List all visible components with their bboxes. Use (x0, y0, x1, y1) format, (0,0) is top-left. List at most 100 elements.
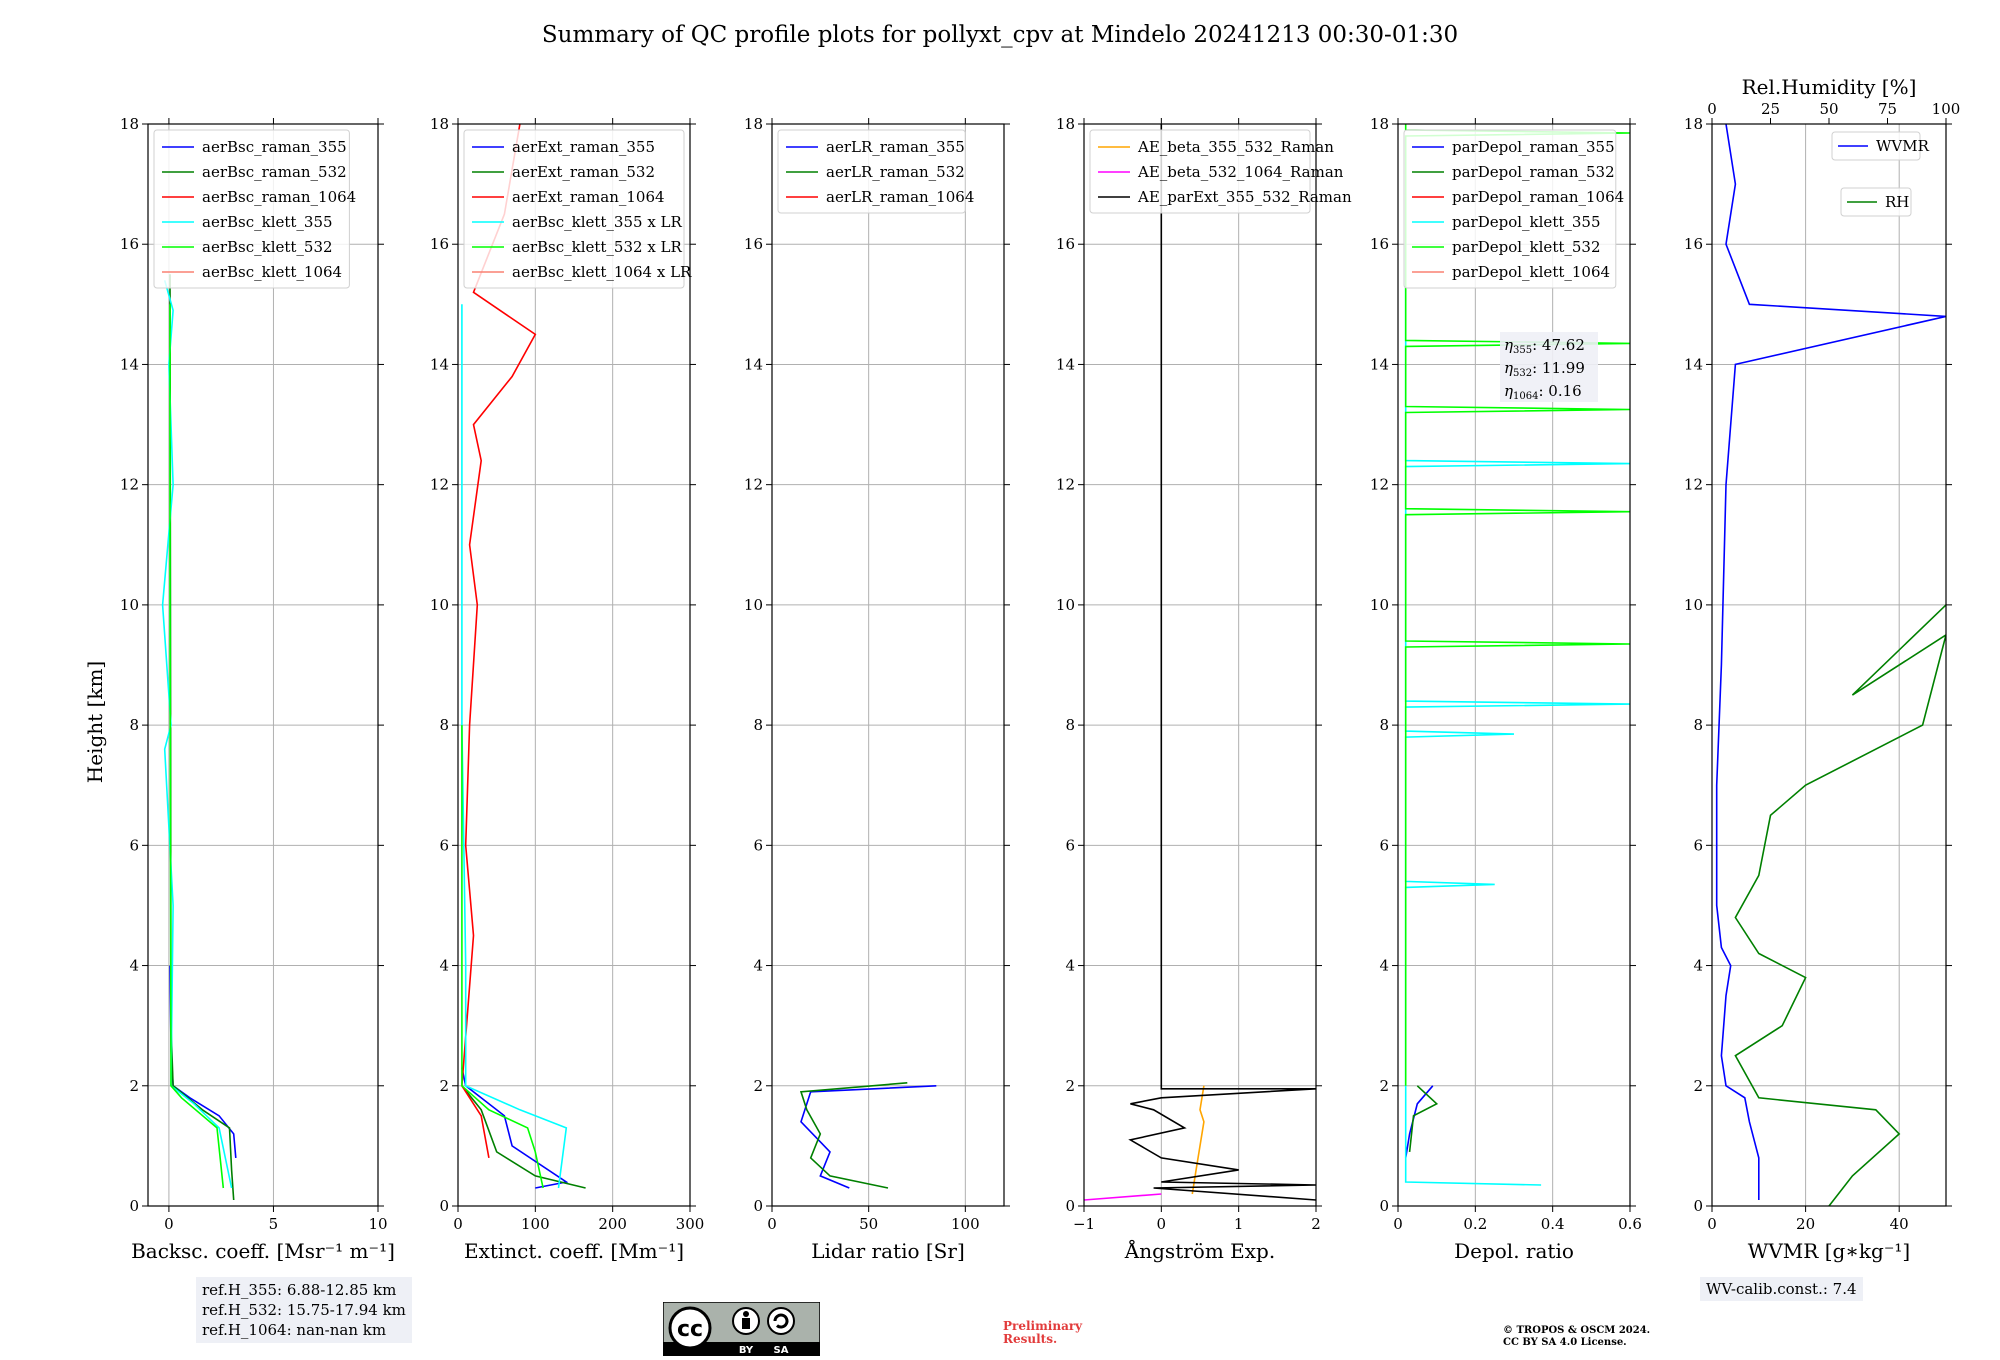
y-tick-label: 6 (753, 836, 763, 854)
legend-box (1831, 131, 1921, 161)
x-tick-label: 2 (1311, 1215, 1321, 1233)
y-tick-label: 16 (744, 235, 763, 253)
y-tick-label: 12 (120, 476, 139, 494)
y-tick-label: 12 (1684, 476, 1703, 494)
y-tick-label: 0 (753, 1197, 763, 1215)
y-tick-label: 6 (1065, 836, 1075, 854)
reference-heights-box: ref.H_355: 6.88-12.85 km ref.H_532: 15.7… (196, 1277, 412, 1343)
y-tick-label: 0 (1693, 1197, 1703, 1215)
x-tick-label: 0.2 (1463, 1215, 1487, 1233)
series-line-AE_parExt_355_532_Raman (1128, 124, 1316, 1201)
series-line-parDepol_raman_532 (1408, 1085, 1439, 1152)
legend-entry: aerBsc_raman_355 (202, 138, 347, 156)
plot-frame (1083, 123, 1317, 1207)
y-tick-label: 16 (1056, 235, 1075, 253)
y-tick-label: 12 (1370, 476, 1389, 494)
y-tick-label: 8 (439, 716, 449, 734)
legend-entry: aerBsc_klett_1064 x LR (512, 263, 692, 281)
x-tick-label: 0 (453, 1215, 463, 1233)
x2-tick-label: 100 (1932, 100, 1961, 118)
x-axis-label: Lidar ratio [Sr] (811, 1239, 965, 1263)
x-tick-label: 100 (951, 1215, 980, 1233)
legend-entry: aerLR_raman_1064 (826, 188, 974, 206)
eta-label: η1064: 0.16 (1504, 382, 1582, 402)
panel-1: 0 2 4 6 8 10 12 14 16 18 0 5 10 Backsc. coeff. [Msr⁻¹… (120, 115, 395, 1263)
y-tick-label: 0 (439, 1197, 449, 1215)
series-line-WVMR (1715, 124, 1946, 1200)
x-tick-label: 100 (521, 1215, 550, 1233)
x-tick-label: 0 (1707, 1215, 1717, 1233)
y-tick-label: 10 (1684, 596, 1703, 614)
series-line-AE_beta_532_1064_Raman (1084, 1193, 1162, 1201)
y-tick-label: 18 (744, 115, 763, 133)
legend-entry: parDepol_klett_532 (1452, 238, 1601, 256)
legend-entry: aerBsc_klett_355 x LR (512, 213, 683, 231)
x2-axis-label: Rel.Humidity [%] (1742, 75, 1917, 99)
y-tick-label: 6 (1693, 836, 1703, 854)
series-line-aerBsc_klett_532 (169, 304, 225, 1189)
x2-tick-label: 25 (1761, 100, 1780, 118)
page-title: Summary of QC profile plots for pollyxt_… (541, 22, 1459, 48)
series-line-aerBsc_klett_355 x LR (461, 304, 568, 1189)
series-line-aerLR_raman_532 (799, 1082, 908, 1189)
panel-5: 0 2 4 6 8 10 12 14 16 18 0 0.2 0.4 0.6 Depol. ratio par… (1370, 115, 1642, 1263)
y-tick-label: 2 (129, 1077, 139, 1095)
eta-label: η532: 11.99 (1504, 359, 1585, 379)
legend-box (463, 129, 685, 289)
y-tick-label: 14 (1370, 355, 1389, 373)
cc-license-badge: cc BY SA (663, 1302, 820, 1356)
legend-entry: aerExt_raman_1064 (512, 188, 665, 206)
y-tick-label: 12 (744, 476, 763, 494)
y-tick-label: 8 (1693, 716, 1703, 734)
y-tick-label: 2 (1065, 1077, 1075, 1095)
y-tick-label: 14 (1056, 355, 1075, 373)
y-tick-label: 14 (744, 355, 763, 373)
legend-entry: parDepol_klett_1064 (1452, 263, 1610, 281)
x-tick-label: −1 (1073, 1215, 1095, 1233)
copyright-line-1: © TROPOS & OSCM 2024. (1503, 1325, 1651, 1336)
legend-entry: aerExt_raman_532 (512, 163, 655, 181)
legend-entry: aerBsc_raman_532 (202, 163, 347, 181)
cc-icon: cc (677, 1317, 703, 1342)
legend-entry: aerLR_raman_532 (826, 163, 965, 181)
y-tick-label: 14 (120, 355, 139, 373)
x-tick-label: 10 (368, 1215, 387, 1233)
legend-entry: aerBsc_klett_532 (202, 238, 333, 256)
y-tick-label: 14 (1684, 355, 1703, 373)
preliminary-line-1: Preliminary (1003, 1319, 1083, 1333)
panel-3: 0 2 4 6 8 10 12 14 16 18 0 50 100 Lidar ratio [Sr] aer… (744, 115, 1010, 1263)
legend-entry: AE_parExt_355_532_Raman (1137, 188, 1352, 206)
legend-entry: parDepol_raman_355 (1452, 138, 1615, 156)
x-tick-label: 0 (1157, 1215, 1167, 1233)
series-line-RH (1734, 604, 1946, 1206)
y-tick-label: 16 (1370, 235, 1389, 253)
x2-tick-label: 50 (1819, 100, 1838, 118)
legend-box (1403, 129, 1617, 289)
x-tick-label: 0 (1393, 1215, 1403, 1233)
y-axis-label: Height [km] (83, 661, 107, 783)
eta-box (1500, 332, 1598, 402)
x-tick-label: 5 (269, 1215, 279, 1233)
legend-entry: WVMR (1876, 137, 1930, 155)
series-line-aerBsc_klett_532 x LR (461, 725, 544, 1189)
ref-height-532: ref.H_532: 15.75-17.94 km (202, 1301, 406, 1319)
y-tick-label: 4 (439, 957, 449, 975)
x-tick-label: 0.6 (1618, 1215, 1642, 1233)
legend-entry: aerBsc_klett_532 x LR (512, 238, 683, 256)
legend-entry: parDepol_raman_532 (1452, 163, 1615, 181)
eta-labels: η355: 47.62 η532: 11.99 η1064: 0.16 (1500, 332, 1598, 402)
copyright-line-2: CC BY SA 4.0 License. (1503, 1337, 1627, 1348)
y-tick-label: 8 (753, 716, 763, 734)
series-line-aerExt_raman_532 (461, 1085, 586, 1189)
preliminary-note: Preliminary Results. (1003, 1320, 1082, 1346)
panel-2: 0 2 4 6 8 10 12 14 16 18 0 100 200 300 Extinct. coeff.… (430, 115, 704, 1263)
legend-entry: parDepol_klett_355 (1452, 213, 1601, 231)
x-tick-label: 200 (598, 1215, 627, 1233)
y-tick-label: 8 (1379, 716, 1389, 734)
y-tick-label: 0 (129, 1197, 139, 1215)
y-tick-label: 12 (430, 476, 449, 494)
series-line-aerLR_raman_355 (800, 1085, 937, 1189)
